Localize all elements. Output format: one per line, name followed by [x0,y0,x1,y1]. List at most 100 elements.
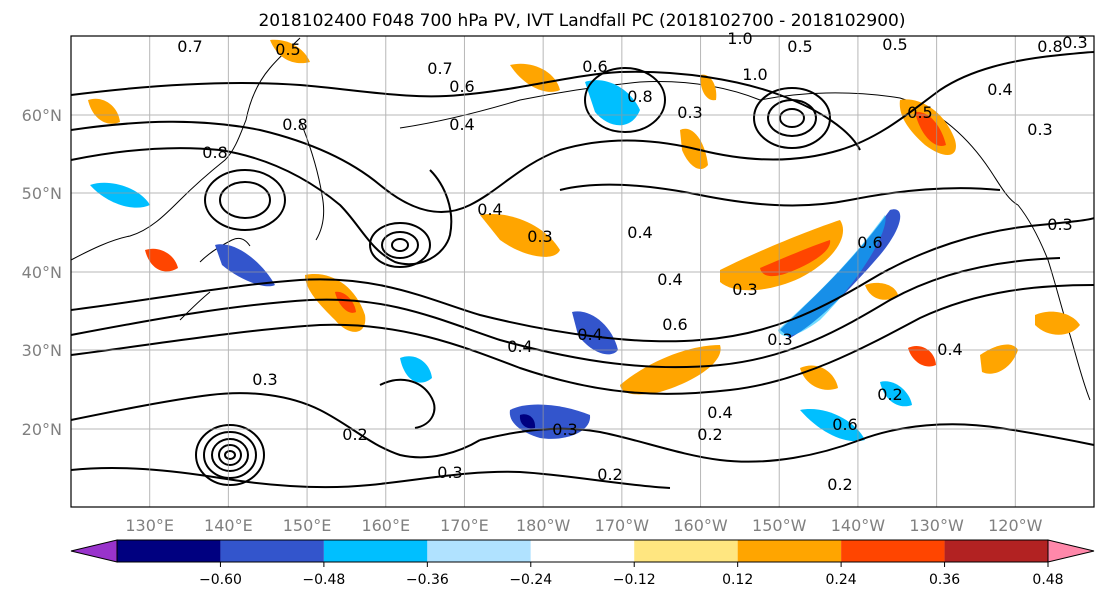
contour-line [70,284,1095,395]
contour-closed [211,438,249,472]
pv-blob-pos [760,240,831,277]
pv-blob-pos [980,344,1018,374]
contour-label: 0.4 [657,270,682,289]
coastline-north-america [1017,204,1091,401]
contour-closed [203,431,257,479]
lon-tick-label: 150°W [752,516,807,535]
contour-line [699,51,1095,161]
lat-tick-label: 40°N [22,263,62,282]
pv-blob-neg [800,409,865,442]
lon-tick-label: 130°W [909,516,964,535]
colorbar-tick-label: 0.24 [826,572,857,588]
contour-line [70,147,453,266]
pv-blob-neg [90,182,150,208]
colorbar-segment [737,540,842,562]
longitude-labels: 130°E 140°E 150°E 160°E 170°E 180°W 170°W 160°W… [125,516,1042,535]
contour-labels: 0.7 0.50.80.70.60.41.0 0.5 0.5 0.81.00.50.60… [177,29,1087,494]
coastline-japan [179,237,251,321]
pv-blob-neg [519,414,536,429]
contour-closed [381,231,419,259]
contour-closed [767,99,817,137]
contour-label: 0.7 [427,59,452,78]
contour-label: 0.6 [449,77,474,96]
contour-closed [224,450,236,460]
contour-label: 0.2 [877,385,902,404]
colorbar-segment [427,540,531,562]
colorbar-frame [116,539,1049,563]
lon-tick-label: 160°E [361,516,410,535]
contour-label: 0.3 [1047,215,1072,234]
lat-tick-label: 30°N [22,341,62,360]
contour-label: 0.3 [1062,33,1087,52]
colorbar-tick-label: −0.48 [302,572,345,588]
colorbar-tick-label: −0.36 [406,572,449,588]
lon-tick-label: 140°E [204,516,253,535]
contour-label: 0.3 [1027,120,1052,139]
contour-label: 0.8 [202,143,227,162]
contour-line [70,392,481,459]
contour-label: 0.8 [627,87,652,106]
pv-blob-pos [145,248,178,272]
contour-closed [219,181,271,219]
colorbar: −0.60 −0.48 −0.36 −0.24 −0.12 0.12 0.24 0.36 0.4… [70,539,1095,588]
contour-label: 0.4 [627,223,652,242]
contour-label: 0.5 [787,37,812,56]
pv-blob-pos [700,74,717,101]
lon-tick-label: 150°E [283,516,332,535]
contour-label: 0.3 [552,420,577,439]
contour-label: 1.0 [742,65,767,84]
colorbar-tick-label: 0.36 [929,572,960,588]
pv-blob-pos [620,345,721,395]
contour-label: 0.3 [677,103,702,122]
contour-closed [218,444,242,466]
contour-line [70,217,1095,343]
colorbar-tick-label: −0.60 [199,572,242,588]
contour-line [70,70,861,151]
contour-label: 0.3 [732,280,757,299]
colorbar-tick-label: −0.24 [509,572,552,588]
contour-label: 0.4 [507,337,532,356]
lat-tick-label: 60°N [22,106,62,125]
contour-line [70,120,701,213]
lon-tick-label: 170°W [595,516,650,535]
map-frame [70,35,1095,508]
contour-label: 0.3 [437,463,462,482]
contour-line [70,257,1061,369]
coastline-kamchatka [299,119,325,241]
lon-tick-label: 120°W [988,516,1043,535]
gridlines [71,36,1094,507]
pv-shading [88,39,1080,442]
contour-label: 0.4 [449,115,474,134]
pv-blob-neg [585,80,640,126]
lon-tick-label: 130°E [125,516,174,535]
contour-label: 0.7 [177,37,202,56]
contour-closed [369,222,431,268]
contour-label: 1.0 [727,29,752,48]
contour-label: 0.5 [882,35,907,54]
pv-blob-pos [720,220,844,291]
pv-blob-pos [305,274,366,332]
contour-label: 0.4 [577,325,602,344]
colorbar-segment [944,540,1048,562]
contour-line [559,183,1001,207]
lat-tick-label: 20°N [22,420,62,439]
contour-closed [779,108,805,128]
pv-blob-neg [880,381,912,407]
map-panel: 0.7 0.50.80.70.60.41.0 0.5 0.5 0.81.00.50.60… [70,29,1095,508]
colorbar-segment [220,540,324,562]
lon-tick-label: 160°W [673,516,728,535]
lon-tick-label: 140°W [831,516,886,535]
colorbar-segment [530,540,635,562]
pv-blob-pos [1035,311,1080,335]
contour-label: 0.3 [252,370,277,389]
contour-label: 0.3 [527,227,552,246]
contour-label: 0.4 [937,340,962,359]
contour-label: 0.2 [827,475,852,494]
lon-tick-label: 170°E [440,516,489,535]
contour-label: 0.2 [697,425,722,444]
contour-label: 0.5 [907,103,932,122]
colorbar-tick-label: 0.48 [1032,572,1063,588]
contour-label: 0.5 [275,40,300,59]
contour-closed [204,169,286,231]
